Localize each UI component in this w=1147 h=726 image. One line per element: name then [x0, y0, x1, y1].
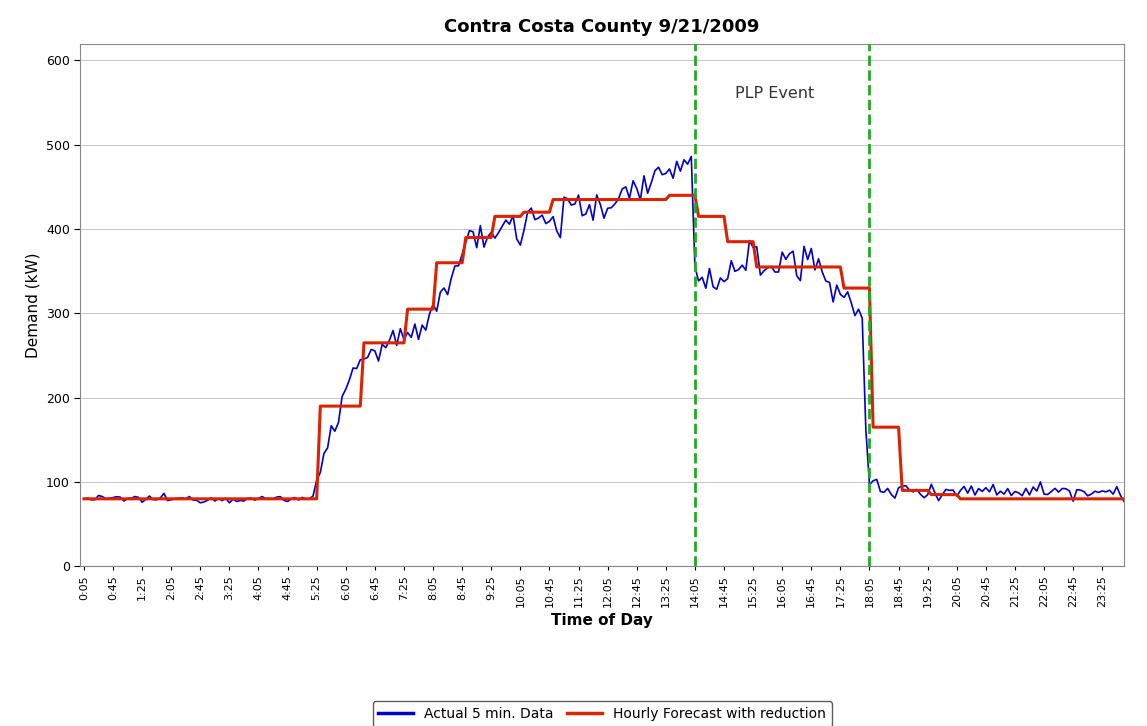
Line: Actual 5 min. Data: Actual 5 min. Data — [84, 156, 1124, 503]
Hourly Forecast with reduction — [1117, 494, 1131, 503]
Actual 5 min. Data — [1117, 497, 1131, 506]
Actual 5 min. Data — [685, 152, 699, 160]
Actual 5 min. Data — [576, 211, 590, 220]
Title: Contra Costa County 9/21/2009: Contra Costa County 9/21/2009 — [445, 18, 759, 36]
Actual 5 min. Data — [666, 174, 680, 183]
Actual 5 min. Data — [393, 325, 407, 333]
Hourly Forecast with reduction — [859, 284, 873, 293]
X-axis label: Time of Day: Time of Day — [552, 613, 653, 628]
Hourly Forecast with reduction — [77, 494, 91, 503]
Actual 5 min. Data — [194, 499, 208, 507]
Actual 5 min. Data — [124, 494, 138, 503]
Hourly Forecast with reduction — [390, 338, 404, 347]
Actual 5 min. Data — [303, 494, 317, 503]
Actual 5 min. Data — [77, 495, 91, 504]
Legend: Actual 5 min. Data, Hourly Forecast with reduction: Actual 5 min. Data, Hourly Forecast with… — [373, 701, 832, 726]
Line: Hourly Forecast with reduction: Hourly Forecast with reduction — [84, 195, 1124, 499]
Actual 5 min. Data — [863, 481, 876, 489]
Hourly Forecast with reduction — [124, 494, 138, 503]
Hourly Forecast with reduction — [663, 191, 677, 200]
Hourly Forecast with reduction — [299, 494, 313, 503]
Text: PLP Event: PLP Event — [735, 86, 814, 102]
Hourly Forecast with reduction — [571, 195, 585, 204]
Y-axis label: Demand (kW): Demand (kW) — [25, 252, 40, 358]
Hourly Forecast with reduction — [666, 191, 680, 200]
